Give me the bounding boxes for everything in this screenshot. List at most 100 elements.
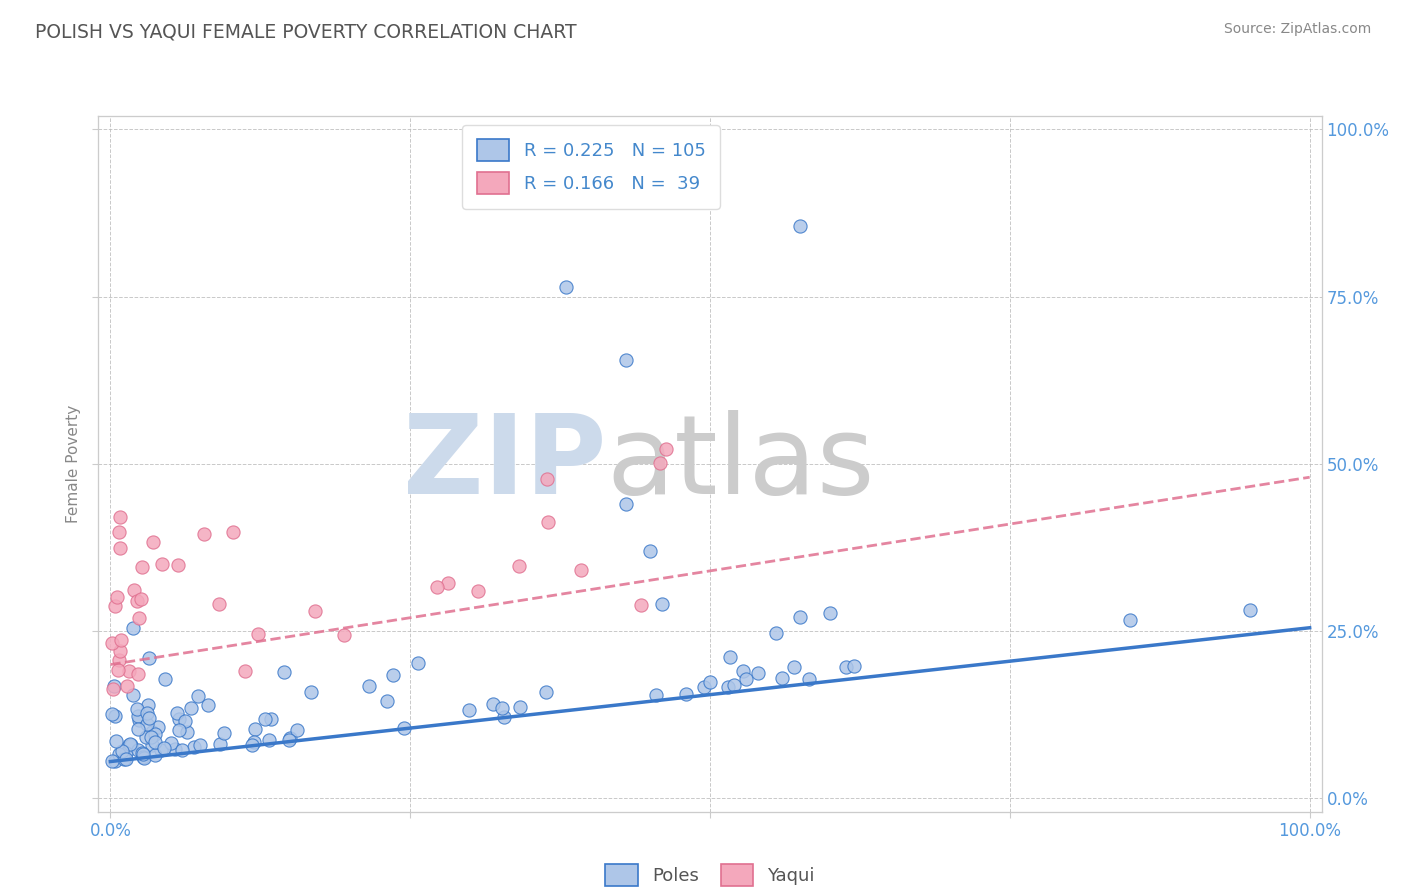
- Point: [482, 698, 505, 712]
- Point: [783, 659, 806, 673]
- Point: [537, 515, 560, 529]
- Point: [166, 706, 188, 721]
- Point: [155, 673, 177, 687]
- Point: [139, 730, 162, 744]
- Point: [141, 725, 163, 739]
- Point: [127, 667, 149, 681]
- Point: [103, 681, 125, 696]
- Point: [120, 738, 142, 752]
- Point: [638, 544, 661, 558]
- Point: [723, 678, 745, 692]
- Point: [128, 611, 150, 625]
- Point: [675, 687, 697, 701]
- Point: [159, 736, 181, 750]
- Point: [110, 541, 132, 555]
- Point: [143, 727, 166, 741]
- Point: [208, 738, 231, 752]
- Point: [108, 524, 131, 539]
- Point: [118, 737, 141, 751]
- Point: [127, 593, 149, 607]
- Point: [128, 713, 150, 727]
- Point: [135, 716, 157, 731]
- Point: [818, 606, 841, 620]
- Point: [436, 576, 458, 591]
- Point: [406, 656, 429, 670]
- Point: [115, 679, 138, 693]
- Point: [125, 701, 148, 715]
- Point: [278, 731, 301, 745]
- Point: [167, 712, 190, 726]
- Point: [115, 746, 138, 760]
- Point: [508, 559, 530, 574]
- Point: [536, 472, 558, 486]
- Point: [699, 675, 721, 690]
- Point: [112, 752, 135, 766]
- Point: [170, 742, 193, 756]
- Point: [555, 279, 578, 293]
- Point: [142, 534, 165, 549]
- Point: [136, 698, 159, 713]
- Point: [797, 672, 820, 686]
- Point: [770, 671, 793, 685]
- Point: [304, 604, 326, 618]
- Point: [650, 457, 672, 471]
- Point: [260, 712, 283, 726]
- Point: [143, 747, 166, 762]
- Point: [131, 747, 153, 761]
- Point: [100, 754, 122, 768]
- Point: [108, 644, 131, 658]
- Point: [359, 679, 381, 693]
- Point: [208, 598, 231, 612]
- Point: [127, 708, 149, 723]
- Point: [114, 751, 136, 765]
- Text: POLISH VS YAQUI FEMALE POVERTY CORRELATION CHART: POLISH VS YAQUI FEMALE POVERTY CORRELATI…: [35, 22, 576, 41]
- Point: [509, 700, 531, 714]
- Point: [426, 580, 449, 594]
- Legend: Poles, Yaqui: Poles, Yaqui: [598, 856, 823, 892]
- Point: [187, 689, 209, 703]
- Point: [253, 712, 276, 726]
- Point: [299, 684, 322, 698]
- Point: [150, 557, 173, 571]
- Point: [132, 750, 155, 764]
- Point: [118, 664, 141, 678]
- Text: Source: ZipAtlas.com: Source: ZipAtlas.com: [1223, 22, 1371, 37]
- Point: [105, 734, 128, 748]
- Point: [835, 659, 858, 673]
- Point: [842, 658, 865, 673]
- Point: [105, 590, 128, 604]
- Point: [135, 730, 157, 744]
- Point: [176, 724, 198, 739]
- Point: [273, 665, 295, 680]
- Point: [718, 649, 741, 664]
- Point: [104, 599, 127, 614]
- Point: [131, 560, 153, 574]
- Point: [138, 711, 160, 725]
- Point: [278, 732, 301, 747]
- Point: [233, 664, 256, 678]
- Point: [197, 698, 219, 712]
- Point: [108, 747, 131, 761]
- Point: [614, 353, 637, 368]
- Point: [491, 700, 513, 714]
- Point: [243, 734, 266, 748]
- Point: [747, 666, 769, 681]
- Point: [458, 702, 481, 716]
- Point: [136, 706, 159, 721]
- Point: [375, 694, 398, 708]
- Point: [167, 558, 190, 572]
- Point: [101, 707, 124, 722]
- Point: [789, 219, 811, 234]
- Point: [1119, 613, 1142, 627]
- Point: [333, 628, 356, 642]
- Point: [107, 653, 129, 667]
- Point: [212, 725, 235, 739]
- Point: [127, 743, 149, 757]
- Point: [131, 746, 153, 760]
- Point: [121, 621, 143, 635]
- Point: [285, 723, 308, 737]
- Text: ZIP: ZIP: [402, 410, 606, 517]
- Point: [645, 688, 668, 702]
- Point: [392, 721, 415, 735]
- Point: [717, 681, 740, 695]
